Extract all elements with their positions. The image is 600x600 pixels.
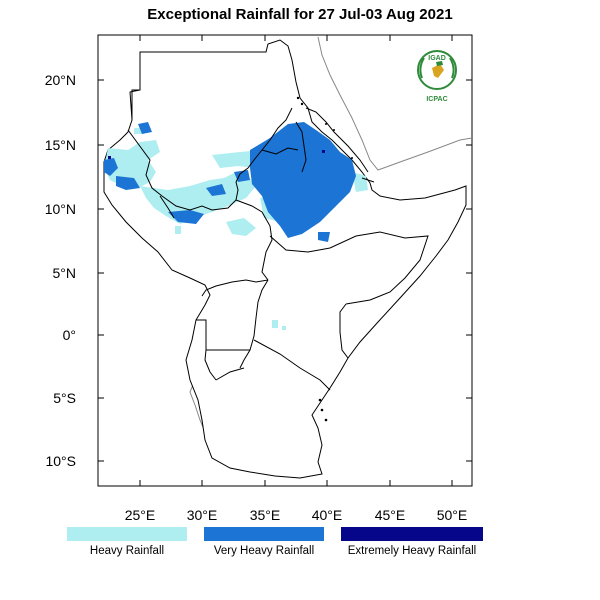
lat-tick-label: 10°N: [45, 201, 76, 217]
lon-tick-label: 50°E: [437, 507, 468, 523]
island-dots: [296, 96, 353, 422]
map-title: Exceptional Rainfall for 27 Jul-03 Aug 2…: [147, 6, 453, 23]
lon-tick-label: 35°E: [250, 507, 281, 523]
lat-tick-label: 5°N: [53, 265, 77, 281]
legend-swatch-heavy: [67, 527, 187, 541]
legend-item-extreme: Extremely Heavy Rainfall: [341, 527, 483, 557]
legend-label-very-heavy: Very Heavy Rainfall: [213, 545, 315, 557]
lon-tick-label: 25°E: [125, 507, 156, 523]
lat-tick-labels: 20°N 15°N 10°N 5°N 0° 5°S 10°S: [45, 72, 76, 469]
lon-tick-label: 40°E: [312, 507, 343, 523]
lat-tick-label: 10°S: [45, 453, 76, 469]
legend-label-heavy: Heavy Rainfall: [89, 545, 165, 557]
lat-tick-label: 20°N: [45, 72, 76, 88]
lat-tick-label: 0°: [63, 327, 76, 343]
igad-icpac-logo: IGAD ICPAC: [412, 48, 462, 104]
legend-swatch-extreme: [341, 527, 483, 541]
lon-tick-labels: 25°E 30°E 35°E 40°E 45°E 50°E: [125, 507, 468, 523]
legend-label-extreme: Extremely Heavy Rainfall: [347, 545, 477, 557]
country-borders: [127, 52, 429, 391]
lon-tick-label: 45°E: [375, 507, 406, 523]
legend-item-very-heavy: Very Heavy Rainfall: [204, 527, 324, 557]
region-outline: [103, 39, 467, 479]
logo-bottom-text: ICPAC: [426, 96, 447, 103]
lat-tick-label: 5°S: [53, 390, 76, 406]
lon-tick-label: 30°E: [187, 507, 218, 523]
rainfall-legend: Heavy Rainfall Very Heavy Rainfall Extre…: [0, 527, 600, 567]
logo-top-text: IGAD: [428, 55, 446, 62]
legend-item-heavy: Heavy Rainfall: [67, 527, 187, 557]
axis-ticks: [98, 35, 472, 486]
lat-tick-label: 15°N: [45, 137, 76, 153]
extreme-rainfall-areas: [108, 150, 325, 159]
very-heavy-rainfall-areas: [104, 122, 356, 242]
legend-swatch-very-heavy: [204, 527, 324, 541]
